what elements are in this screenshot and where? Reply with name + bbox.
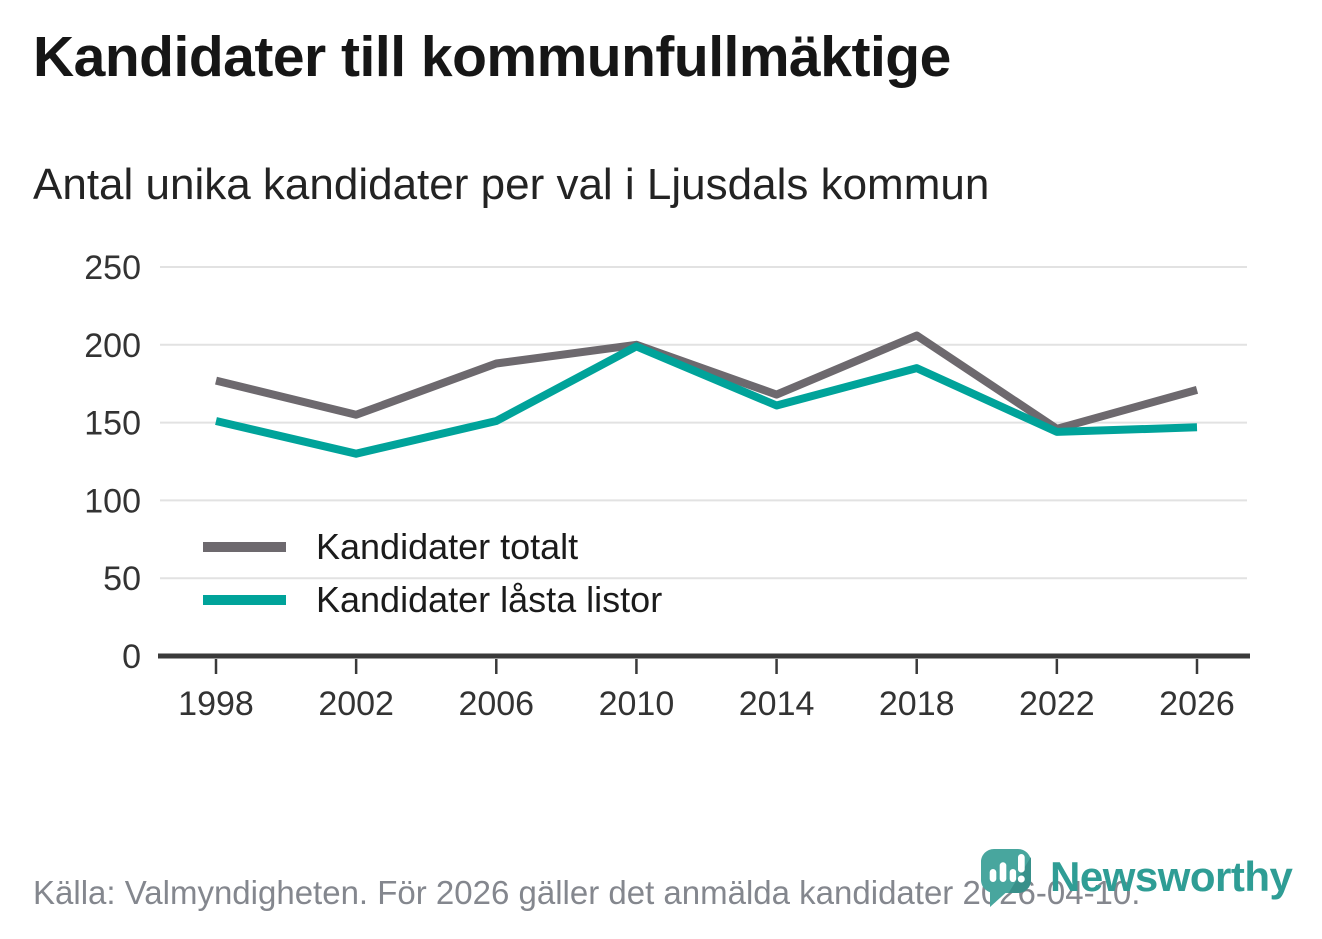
svg-text:2026: 2026: [1159, 685, 1235, 723]
svg-text:2006: 2006: [458, 685, 534, 723]
line-chart: 0 50 100 150 200 250 1998 2002 2006 2010 2014 2018 2…: [84, 249, 1250, 723]
chart-legend: Kandidater totalt Kandidater låsta listo…: [203, 520, 662, 626]
svg-text:200: 200: [84, 327, 141, 365]
svg-text:150: 150: [84, 405, 141, 443]
svg-text:1998: 1998: [178, 685, 254, 723]
legend-label-total: Kandidater totalt: [316, 525, 579, 567]
legend-swatch-locked: [203, 594, 286, 605]
svg-text:2018: 2018: [879, 685, 955, 723]
svg-text:2002: 2002: [318, 685, 394, 723]
source-note: Källa: Valmyndigheten. För 2026 gäller d…: [33, 874, 1141, 911]
svg-text:0: 0: [122, 638, 141, 676]
legend-item-total: Kandidater totalt: [203, 520, 662, 573]
svg-text:50: 50: [103, 560, 141, 598]
svg-text:2014: 2014: [739, 685, 815, 723]
newsworthy-pin-icon: [981, 849, 1031, 907]
legend-label-locked: Kandidater låsta listor: [316, 578, 663, 620]
legend-swatch-total: [203, 541, 286, 552]
svg-text:100: 100: [84, 482, 141, 520]
legend-item-locked: Kandidater låsta listor: [203, 573, 662, 626]
newsworthy-wordmark: Newsworthy: [1050, 853, 1293, 900]
svg-text:2010: 2010: [599, 685, 675, 723]
newsworthy-logo: Newsworthy: [981, 849, 1293, 907]
chart-subtitle: Antal unika kandidater per val i Ljusdal…: [33, 160, 990, 209]
svg-text:250: 250: [84, 249, 141, 287]
svg-text:2022: 2022: [1019, 685, 1095, 723]
page-title: Kandidater till kommunfullmäktige: [33, 25, 951, 89]
